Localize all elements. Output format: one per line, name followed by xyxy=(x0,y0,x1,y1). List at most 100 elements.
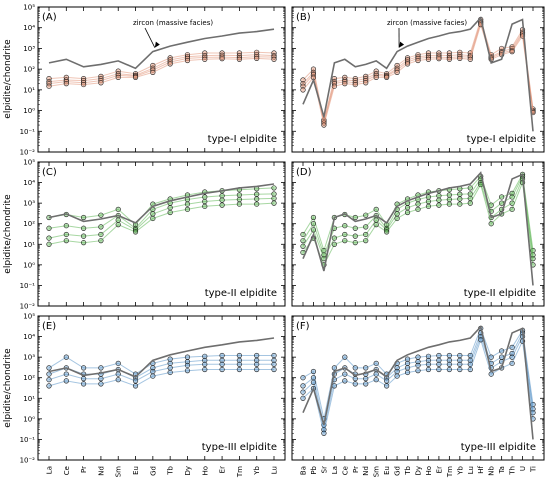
sample-point xyxy=(384,383,390,389)
sample-line xyxy=(302,172,534,253)
x-tick-label: U xyxy=(519,466,527,471)
sample-point xyxy=(457,352,463,359)
sample-point xyxy=(310,214,317,221)
y-tick-label: 10² xyxy=(23,66,35,74)
sample-line xyxy=(48,202,275,245)
sample-point xyxy=(46,377,52,383)
x-tick-label: Er xyxy=(435,466,443,473)
x-tick-label: Pr xyxy=(352,466,360,473)
x-tick-label: Nb xyxy=(488,465,496,475)
annotation-text: zircon (massive facies) xyxy=(387,19,467,27)
sample-point xyxy=(436,357,442,363)
sample-point xyxy=(352,214,358,221)
sample-line xyxy=(302,21,534,124)
sample-point xyxy=(331,365,337,371)
x-tick-label: Nd xyxy=(97,466,105,476)
panel-caption: type-II elpidite xyxy=(464,288,536,299)
sample-line xyxy=(302,177,534,260)
sample-point xyxy=(236,361,242,367)
sample-point xyxy=(300,383,306,389)
plot-frame xyxy=(37,315,286,461)
y-tick-label: 10⁻² xyxy=(20,149,36,157)
sample-point xyxy=(321,122,327,128)
x-tick-label: La xyxy=(331,466,339,474)
x-tick-label: Hf xyxy=(477,465,485,473)
sample-point xyxy=(342,231,348,238)
x-tick-label: Ce xyxy=(341,466,349,475)
sample-point xyxy=(384,74,390,80)
y-tick-label: 10⁰ xyxy=(23,107,35,115)
y-tick-label: 10¹ xyxy=(23,395,35,403)
sample-point xyxy=(394,365,400,371)
sample-point xyxy=(331,235,337,241)
sample-point xyxy=(310,221,317,227)
sample-point xyxy=(98,212,104,218)
sample-point xyxy=(300,87,306,93)
sample-point xyxy=(219,366,225,373)
x-tick-label: Pr xyxy=(80,466,88,473)
sample-point xyxy=(415,359,421,365)
panel-label: (C) xyxy=(42,167,57,178)
sample-point xyxy=(394,211,400,217)
sample-point xyxy=(167,369,173,376)
x-tick-label: Pb xyxy=(310,465,318,474)
sample-point xyxy=(436,56,442,62)
sample-point xyxy=(219,357,225,363)
zircon-reference-line xyxy=(302,171,534,286)
panel-label: (F) xyxy=(296,321,310,332)
sample-point xyxy=(81,214,87,221)
sample-point xyxy=(271,195,277,202)
sample-point xyxy=(46,83,52,89)
sample-point xyxy=(167,360,173,366)
x-tick-label: Tm xyxy=(446,466,454,478)
sample-point xyxy=(436,366,442,373)
x-tick-label: Tm xyxy=(236,466,244,478)
y-tick-label: 10³ xyxy=(23,354,35,362)
sample-point xyxy=(352,225,358,231)
panel-a: 10⁻² 10⁻¹ 10⁰ 10¹ 10² 10³ 10⁴ 10⁵ (A) type-I elpi… xyxy=(20,4,286,157)
sample-point xyxy=(457,55,463,62)
sample-point xyxy=(46,365,52,371)
sample-point xyxy=(150,215,156,222)
sample-point xyxy=(63,81,69,87)
sample-point xyxy=(478,337,484,343)
sample-point xyxy=(98,238,104,244)
y-tick-label: 10⁰ xyxy=(23,415,35,423)
sample-point xyxy=(363,224,369,230)
sample-point xyxy=(373,371,379,377)
sample-line xyxy=(302,334,534,430)
x-tick-label: Ho xyxy=(425,466,433,476)
panel-label: (E) xyxy=(42,321,56,332)
y-tick-label: 10² xyxy=(23,220,35,228)
sample-point xyxy=(63,378,69,384)
sample-point xyxy=(254,196,260,202)
x-tick-label: Nd xyxy=(362,466,370,476)
sample-point xyxy=(184,54,191,60)
sample-line xyxy=(48,197,275,239)
sample-point xyxy=(300,243,306,249)
sample-point xyxy=(446,192,452,198)
sample-point xyxy=(457,357,463,363)
y-tick-label: 10⁵ xyxy=(23,4,35,12)
panel-f: Ba Pb Sr La Ce Pr Nd Sm Eu Gd Tb Dy Ho Er Tm Yb Lu Hf Nb Ta… xyxy=(291,315,545,478)
sample-point xyxy=(167,356,173,362)
y-tick-label: 10² xyxy=(23,374,35,382)
sample-point xyxy=(300,395,306,401)
sample-point xyxy=(363,231,369,238)
sample-point xyxy=(115,71,121,77)
sample-point xyxy=(167,61,173,67)
y-tick-label: 10⁴ xyxy=(23,24,35,32)
sample-line xyxy=(302,338,534,434)
x-tick-label: Lu xyxy=(271,466,279,474)
sample-point xyxy=(184,359,191,365)
x-tick-label: Dy xyxy=(184,466,192,476)
sample-point xyxy=(352,233,358,239)
y-tick-label: 10⁻¹ xyxy=(20,128,36,136)
sample-line xyxy=(48,51,275,80)
x-tick-label: Yb xyxy=(253,465,261,475)
sample-point xyxy=(352,365,358,371)
y-tick-label: 10⁻² xyxy=(20,303,36,311)
sample-point xyxy=(425,194,432,200)
sample-point xyxy=(236,357,242,363)
sample-line xyxy=(302,22,534,126)
